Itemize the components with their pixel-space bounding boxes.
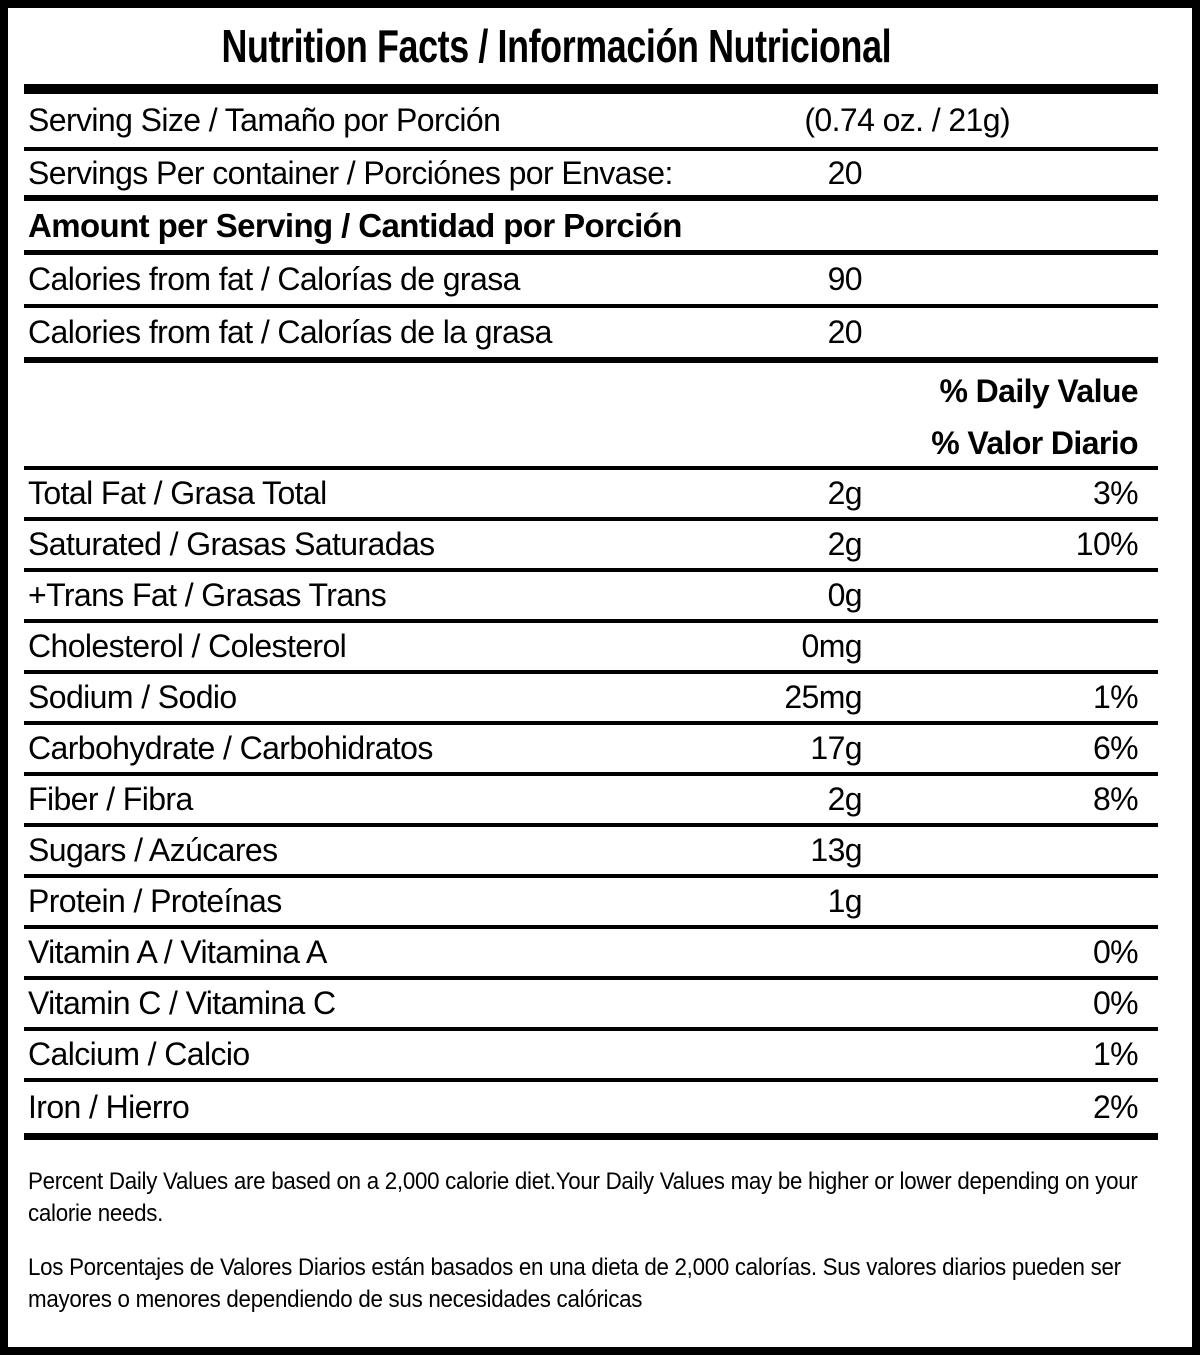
nutrient-row-iron: Iron / Hierro 2% bbox=[24, 1082, 1158, 1140]
amount-per-serving-heading: Amount per Serving / Cantidad por Porció… bbox=[28, 206, 682, 244]
nutrient-label: Carbohydrate / Carbohidratos bbox=[28, 730, 433, 766]
nutrient-daily-value: 0% bbox=[1092, 985, 1139, 1021]
calories-from-fat-row-1: Calories from fat / Calorías de grasa 90 bbox=[24, 255, 1158, 308]
nutrient-amount: 25mg bbox=[784, 679, 862, 715]
nutrient-amount: 1g bbox=[827, 883, 863, 919]
nutrition-table: Serving Size / Tamaño por Porción (0.74 … bbox=[24, 94, 1158, 1140]
nutrient-row-total-fat: Total Fat / Grasa Total 2g 3% bbox=[24, 470, 1158, 521]
nutrient-label: Sodium / Sodio bbox=[28, 679, 237, 715]
nutrient-daily-value: 1% bbox=[1092, 1036, 1139, 1072]
nutrient-label: Saturated / Grasas Saturadas bbox=[28, 526, 435, 562]
nutrient-label: Iron / Hierro bbox=[28, 1089, 190, 1125]
daily-value-header-es: % Valor Diario bbox=[931, 424, 1138, 461]
nutrient-label: Vitamin C / Vitamina C bbox=[28, 985, 336, 1021]
nutrient-row-protein: Protein / Proteínas 1g bbox=[24, 878, 1158, 929]
nutrient-daily-value: 10% bbox=[1075, 526, 1139, 562]
calories-from-fat-value-2: 20 bbox=[827, 314, 863, 350]
footnotes: Percent Daily Values are based on a 2,00… bbox=[24, 1140, 1192, 1316]
nutrient-daily-value: 6% bbox=[1092, 730, 1139, 766]
nutrient-daily-value: 3% bbox=[1092, 475, 1139, 511]
servings-per-container-value: 20 bbox=[827, 154, 863, 191]
label-title: Nutrition Facts / Información Nutriciona… bbox=[221, 20, 891, 72]
nutrient-label: Protein / Proteínas bbox=[28, 883, 282, 919]
nutrient-label: +Trans Fat / Grasas Trans bbox=[28, 577, 387, 613]
nutrient-amount: 17g bbox=[810, 730, 862, 766]
nutrient-row-sugars: Sugars / Azúcares 13g bbox=[24, 827, 1158, 878]
calories-from-fat-label-2: Calories from fat / Calorías de la grasa bbox=[28, 314, 552, 350]
nutrient-row-sodium: Sodium / Sodio 25mg 1% bbox=[24, 674, 1158, 725]
title-divider-bar bbox=[24, 84, 1158, 94]
nutrient-row-fiber: Fiber / Fibra 2g 8% bbox=[24, 776, 1158, 827]
nutrient-label: Calcium / Calcio bbox=[28, 1036, 250, 1072]
nutrient-label: Fiber / Fibra bbox=[28, 781, 193, 817]
nutrient-row-cholesterol: Cholesterol / Colesterol 0mg bbox=[24, 623, 1158, 674]
nutrient-label: Total Fat / Grasa Total bbox=[28, 475, 327, 511]
servings-per-container-label: Servings Per container / Porciónes por E… bbox=[28, 154, 673, 191]
label-header: Nutrition Facts / Información Nutriciona… bbox=[8, 8, 1192, 84]
footnote-english: Percent Daily Values are based on a 2,00… bbox=[28, 1168, 1138, 1227]
servings-per-container-row: Servings Per container / Porciónes por E… bbox=[24, 151, 1158, 201]
nutrient-row-carbohydrate: Carbohydrate / Carbohidratos 17g 6% bbox=[24, 725, 1158, 776]
calories-from-fat-value-1: 90 bbox=[827, 261, 863, 297]
nutrient-row-vitamin-c: Vitamin C / Vitamina C 0% bbox=[24, 980, 1158, 1031]
nutrient-row-trans-fat: +Trans Fat / Grasas Trans 0g bbox=[24, 572, 1158, 623]
nutrient-amount: 0mg bbox=[801, 628, 863, 664]
nutrient-row-calcium: Calcium / Calcio 1% bbox=[24, 1031, 1158, 1082]
nutrient-label: Vitamin A / Vitamina A bbox=[28, 934, 327, 970]
nutrient-amount: 0g bbox=[827, 577, 863, 613]
nutrient-row-vitamin-a: Vitamin A / Vitamina A 0% bbox=[24, 929, 1158, 980]
serving-size-label: Serving Size / Tamaño por Porción bbox=[28, 102, 501, 138]
serving-size-row: Serving Size / Tamaño por Porción (0.74 … bbox=[24, 94, 1158, 151]
nutrient-amount: 2g bbox=[827, 781, 863, 817]
nutrient-daily-value: 1% bbox=[1092, 679, 1139, 715]
nutrient-label: Sugars / Azúcares bbox=[28, 832, 278, 868]
nutrient-amount: 13g bbox=[810, 832, 862, 868]
nutrient-amount: 2g bbox=[827, 475, 863, 511]
calories-from-fat-row-2: Calories from fat / Calorías de la grasa… bbox=[24, 308, 1158, 363]
nutrient-row-saturated-fat: Saturated / Grasas Saturadas 2g 10% bbox=[24, 521, 1158, 572]
daily-value-header-es-row: % Valor Diario bbox=[24, 420, 1158, 470]
calories-from-fat-label-1: Calories from fat / Calorías de grasa bbox=[28, 261, 520, 297]
serving-size-value: (0.74 oz. / 21g) bbox=[804, 102, 1010, 138]
daily-value-header-en: % Daily Value bbox=[939, 373, 1138, 409]
daily-value-header-en-row: % Daily Value bbox=[24, 363, 1158, 420]
nutrient-amount: 2g bbox=[827, 526, 863, 562]
amount-per-serving-heading-row: Amount per Serving / Cantidad por Porció… bbox=[24, 201, 1158, 255]
nutrient-daily-value: 8% bbox=[1092, 781, 1139, 817]
nutrient-daily-value: 2% bbox=[1092, 1089, 1139, 1125]
nutrient-label: Cholesterol / Colesterol bbox=[28, 628, 347, 664]
footnote-spanish: Los Porcentajes de Valores Diarios están… bbox=[28, 1254, 1121, 1313]
nutrient-daily-value: 0% bbox=[1092, 934, 1139, 970]
